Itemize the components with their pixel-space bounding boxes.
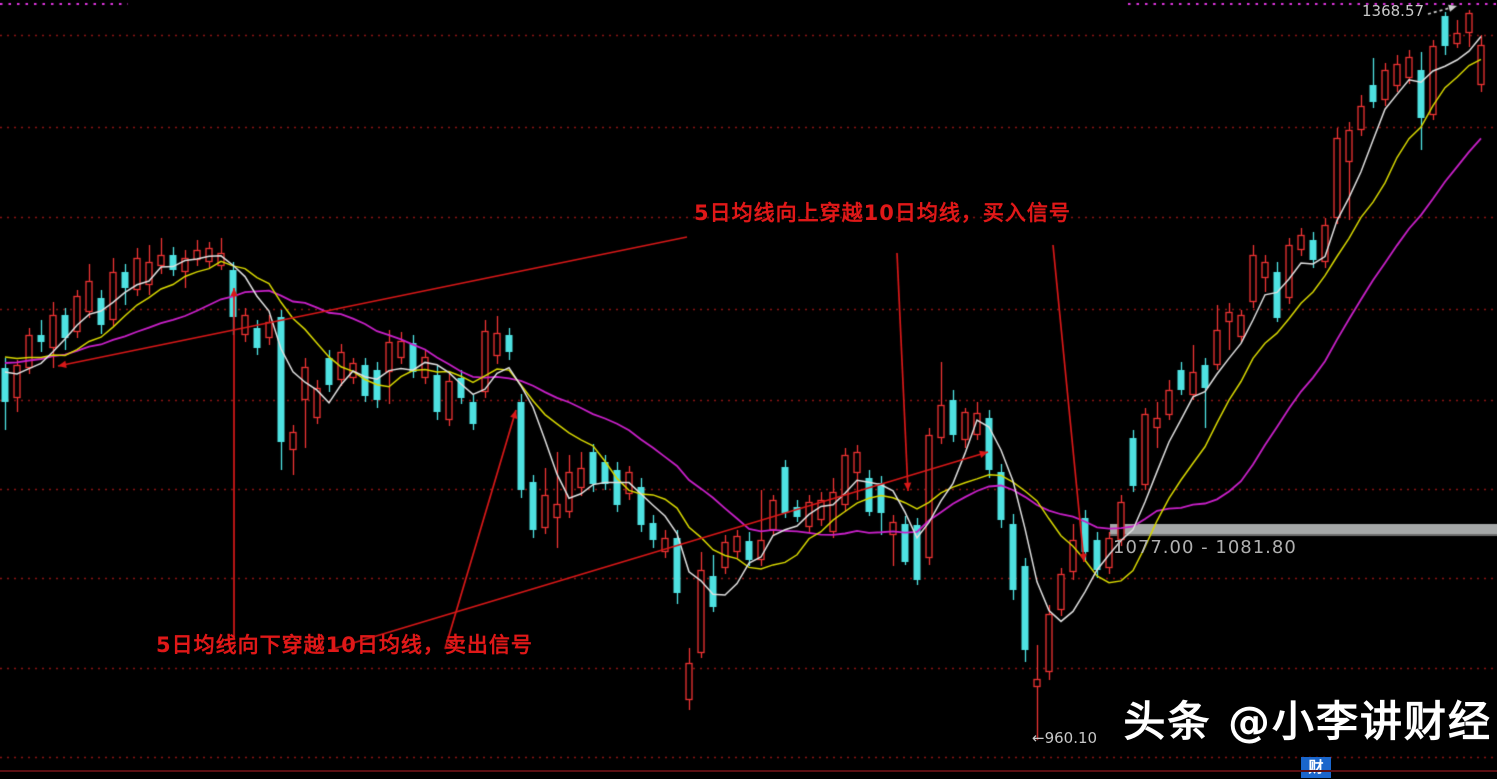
gap-zone-price-label: 1077.00 - 1081.80 [1113,537,1297,558]
finance-badge-icon: 财 [1301,757,1331,778]
toutiao-watermark: 头条 @小李讲财经 [1123,697,1492,746]
low-price-label: ←960.10 [1032,729,1098,747]
sell-signal-annotation: 5日均线向下穿越10日均线，卖出信号 [156,633,533,657]
bottom-border-line [0,770,1497,772]
buy-signal-annotation: 5日均线向上穿越10日均线，买入信号 [694,201,1071,225]
high-price-label: 1368.57 [1362,2,1425,20]
